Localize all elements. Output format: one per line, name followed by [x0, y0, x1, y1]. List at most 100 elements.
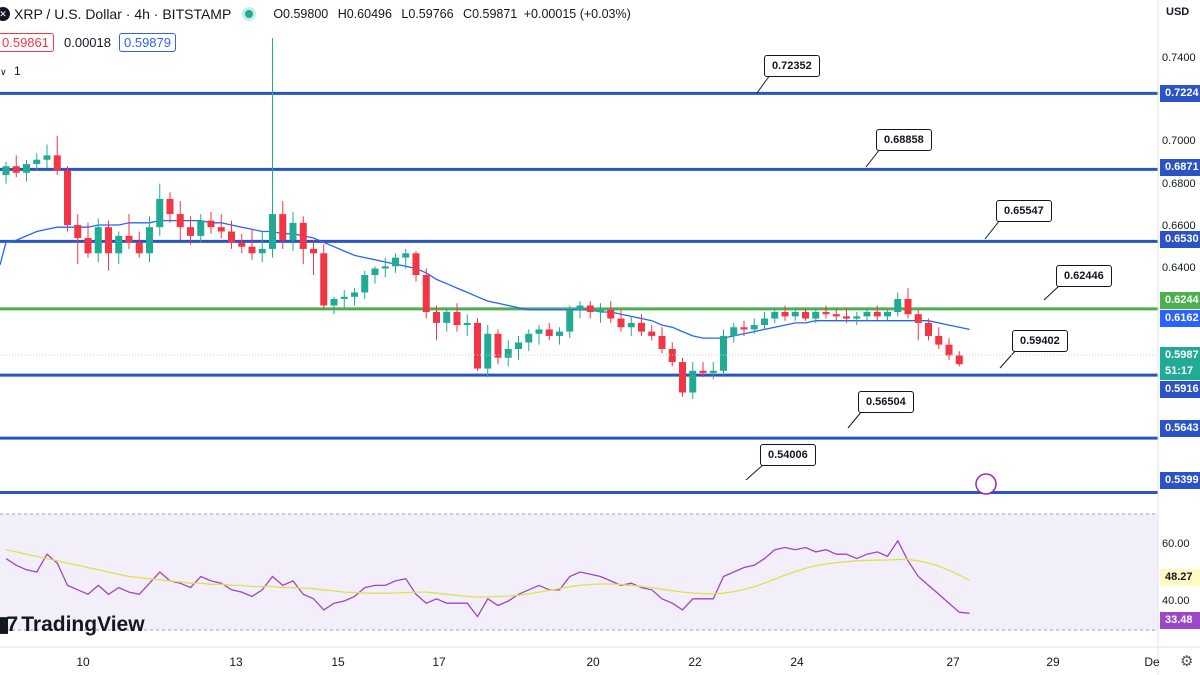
level-callout[interactable]: 0.59402: [1012, 330, 1068, 352]
moving-average-line: [0, 219, 970, 339]
date-label: 22: [688, 655, 702, 669]
indicator-count: 1: [13, 64, 21, 78]
date-label: 20: [586, 655, 600, 669]
candle-body: [43, 155, 51, 160]
symbol-title[interactable]: XRP / U.S. Dollar · 4h · BITSTAMP: [14, 6, 232, 22]
candle-body: [586, 305, 594, 313]
candle-body: [761, 318, 768, 326]
candle-body: [648, 331, 656, 336]
candle-body: [494, 333, 502, 358]
gear-icon[interactable]: ⚙: [1180, 653, 1194, 670]
candle-body: [535, 329, 543, 334]
candle-body: [699, 370, 707, 373]
candle-body: [525, 333, 533, 343]
candle-body: [638, 322, 645, 332]
candle-body: [371, 268, 379, 276]
candle-body: [135, 242, 143, 254]
chevron-down-icon: ∨: [0, 67, 7, 77]
candle-body: [207, 220, 215, 228]
candle-body: [433, 312, 440, 323]
candle-body: [474, 322, 481, 369]
level-callout[interactable]: 0.54006: [760, 444, 816, 466]
candle-body: [443, 312, 451, 323]
level-price-tag: 0.6530: [1160, 231, 1200, 248]
sell-price-button[interactable]: 0.59861: [0, 32, 54, 52]
callout-leader-line: [847, 410, 863, 429]
candle-body: [176, 214, 184, 228]
candle-body: [925, 322, 932, 336]
level-price-tag: 0.6244: [1160, 292, 1200, 309]
candle-body: [422, 275, 430, 313]
callout-leader-line: [984, 219, 1001, 240]
candle-body: [23, 164, 30, 173]
candle-body: [412, 253, 420, 276]
candle-body: [945, 344, 953, 356]
candle-body: [197, 220, 205, 236]
candle-body: [84, 238, 92, 254]
buy-price-button[interactable]: 0.59879: [119, 32, 176, 52]
candle-body: [873, 312, 881, 317]
candle-body: [392, 257, 399, 267]
candle-body: [94, 227, 102, 254]
candle-body: [689, 370, 697, 393]
candle-body: [12, 166, 20, 173]
spread-value: 0.00018: [64, 34, 111, 50]
candle-body: [217, 227, 225, 232]
candle-body: [781, 312, 789, 317]
rsi-ma-line: [5, 549, 970, 598]
price-row: 0.59861 0.00018 0.59879: [0, 32, 176, 52]
candle-body: [53, 155, 61, 171]
date-label: 29: [1046, 655, 1060, 669]
candle-body: [955, 355, 963, 365]
level-callout[interactable]: 0.72352: [764, 55, 820, 77]
date-label: De: [1144, 655, 1160, 669]
level-callout[interactable]: 0.65547: [996, 200, 1052, 222]
candle-body: [33, 159, 41, 165]
level-callout[interactable]: 0.68858: [876, 129, 932, 151]
candle-body: [597, 309, 604, 313]
candle-body: [894, 298, 902, 313]
high-value: H0.60496: [337, 7, 392, 21]
level-callout[interactable]: 0.62446: [1056, 265, 1112, 287]
level-callout[interactable]: 0.56504: [858, 391, 914, 413]
candle-body: [740, 327, 748, 330]
candle-body: [720, 335, 727, 371]
rsi-value-tag: 33.48: [1160, 612, 1200, 629]
callout-leader-line: [865, 148, 881, 168]
candle-body: [802, 312, 809, 319]
indicator-toggle[interactable]: ∨ 1: [0, 64, 21, 78]
callout-leader-line: [1043, 284, 1061, 301]
date-label: 15: [331, 655, 345, 669]
close-value: C0.59871: [463, 7, 518, 21]
candle-body: [279, 214, 287, 241]
candle-body: [64, 170, 71, 225]
candle-body: [146, 227, 153, 254]
tradingview-wordmark: TradingView: [21, 612, 145, 636]
level-price-tag: 0.5916: [1160, 381, 1200, 398]
date-label: 13: [229, 655, 243, 669]
candle-body: [299, 222, 307, 249]
candle-body: [484, 333, 492, 369]
candle-body: [2, 166, 10, 175]
candle-body: [668, 349, 676, 363]
tradingview-mark-icon: ▮7: [0, 613, 18, 636]
open-value: O0.59800: [273, 7, 329, 21]
level-price-tag: 0.6871: [1160, 159, 1200, 176]
candle-body: [935, 335, 943, 345]
candle-body: [545, 329, 553, 336]
candle-body: [310, 248, 317, 254]
change-value: +0.00015 (+0.03%): [523, 7, 631, 21]
candle-body: [750, 325, 758, 330]
candle-body: [248, 246, 256, 254]
candle-body: [361, 275, 369, 293]
rsi-ma-tag: 48.27: [1160, 569, 1200, 586]
date-label: 24: [790, 655, 804, 669]
xrp-symbol-icon: ✕: [0, 7, 10, 21]
rsi-axis-label: 60.00: [1162, 538, 1190, 550]
candle-body: [515, 342, 522, 349]
tradingview-logo: ▮7 TradingView: [0, 612, 145, 637]
candle-body: [566, 309, 574, 332]
currency-label[interactable]: USD: [1166, 6, 1190, 18]
candle-body: [914, 314, 922, 323]
